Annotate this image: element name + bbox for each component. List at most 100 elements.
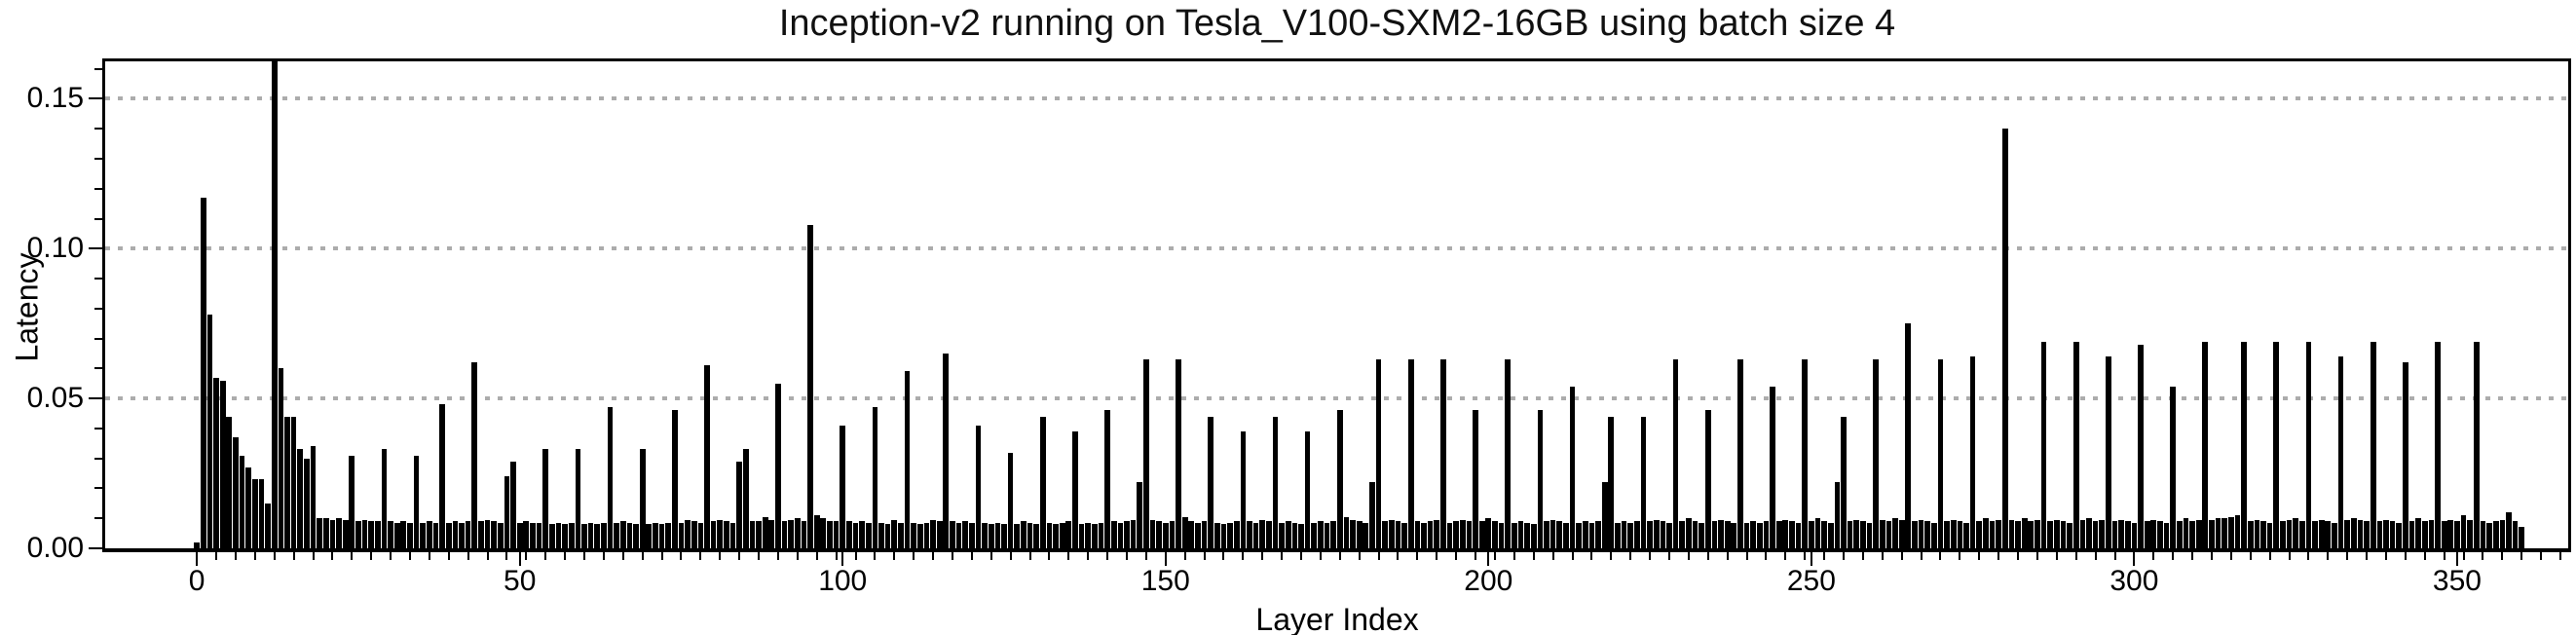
x-minor-tick [1436,552,1438,560]
bar [2332,522,2337,548]
bar [2111,521,2118,548]
bar [1434,519,1440,548]
bar [833,521,840,548]
bar [878,522,884,548]
x-minor-tick [1571,552,1574,560]
bar [1298,524,1304,548]
bar [943,354,950,548]
bar [465,521,471,548]
x-minor-tick [1590,552,1593,560]
bar [1279,522,1285,548]
x-minor-tick [893,552,896,560]
bar [1485,518,1492,548]
bar [2396,522,2403,548]
bar [2035,519,2040,548]
bar [614,522,619,548]
bar [1247,521,1252,548]
bar [930,519,936,548]
bar [1162,522,1169,548]
bar [342,519,349,548]
bar [2247,521,2254,548]
bar [542,449,549,548]
bar [2435,341,2441,548]
x-minor-tick [2288,552,2291,560]
bar [2389,521,2396,548]
bar [2183,518,2189,548]
x-minor-tick [2366,552,2369,560]
bar [2221,518,2228,548]
x-minor-tick [2074,552,2077,560]
bar [2008,519,2015,548]
bar [1421,522,1427,548]
bar [427,521,432,548]
bar [2157,521,2163,548]
x-minor-tick [1532,552,1535,560]
bar [1931,522,1937,548]
x-minor-tick [2152,552,2155,560]
bar [742,449,749,548]
bar [213,377,219,548]
y-minor-tick [94,337,102,340]
bar [2138,344,2144,548]
bar [1524,522,1530,548]
x-minor-tick [1667,552,1670,560]
bar [1427,521,1434,548]
bar [322,518,329,548]
bar [381,449,388,548]
bar [2499,519,2506,548]
x-major-tick [841,552,844,566]
x-minor-tick [2327,552,2330,560]
x-minor-tick [1009,552,1012,560]
bar [504,476,510,548]
x-minor-tick [1512,552,1515,560]
x-minor-tick [583,552,586,560]
bar [962,521,969,548]
bar [1117,522,1124,548]
bar [1912,521,1918,548]
x-minor-tick [2172,552,2175,560]
bar [1969,356,1976,548]
bar [1091,524,1098,548]
x-minor-tick [1978,552,1981,560]
x-minor-tick [1823,552,1826,560]
y-minor-tick [94,427,102,430]
x-major-tick [518,552,521,566]
x-minor-tick [428,552,430,560]
bar [1647,521,1653,548]
x-minor-tick [874,552,877,560]
x-minor-tick [2559,552,2562,560]
bar [2106,356,2111,548]
bar [1885,521,1892,548]
bar [2079,519,2086,548]
bar [2293,518,2299,548]
x-minor-tick [913,552,915,560]
bar [607,407,614,548]
bar [2337,356,2344,548]
x-minor-tick [776,552,779,560]
bar [1492,521,1498,548]
x-minor-tick [1261,552,1264,560]
x-minor-tick [2113,552,2116,560]
bar [1195,522,1201,548]
bar [1576,522,1582,548]
bar [1775,521,1782,548]
bar [1763,521,1770,548]
bar [251,479,258,548]
bar [671,410,678,548]
bar [1001,524,1007,548]
bar [206,315,213,548]
x-minor-tick [1629,552,1632,560]
x-major-tick [1164,552,1167,566]
bar [1440,359,1446,548]
x-minor-tick [602,552,605,560]
x-minor-tick [1377,552,1380,560]
plot-area [105,61,2568,548]
bar [2383,519,2389,548]
x-minor-tick [1300,552,1303,560]
bar [393,522,400,548]
x-minor-tick [1144,552,1147,560]
x-minor-tick [2229,552,2232,560]
bar [626,522,633,548]
bar [2176,521,2183,548]
bar [1821,521,1827,548]
